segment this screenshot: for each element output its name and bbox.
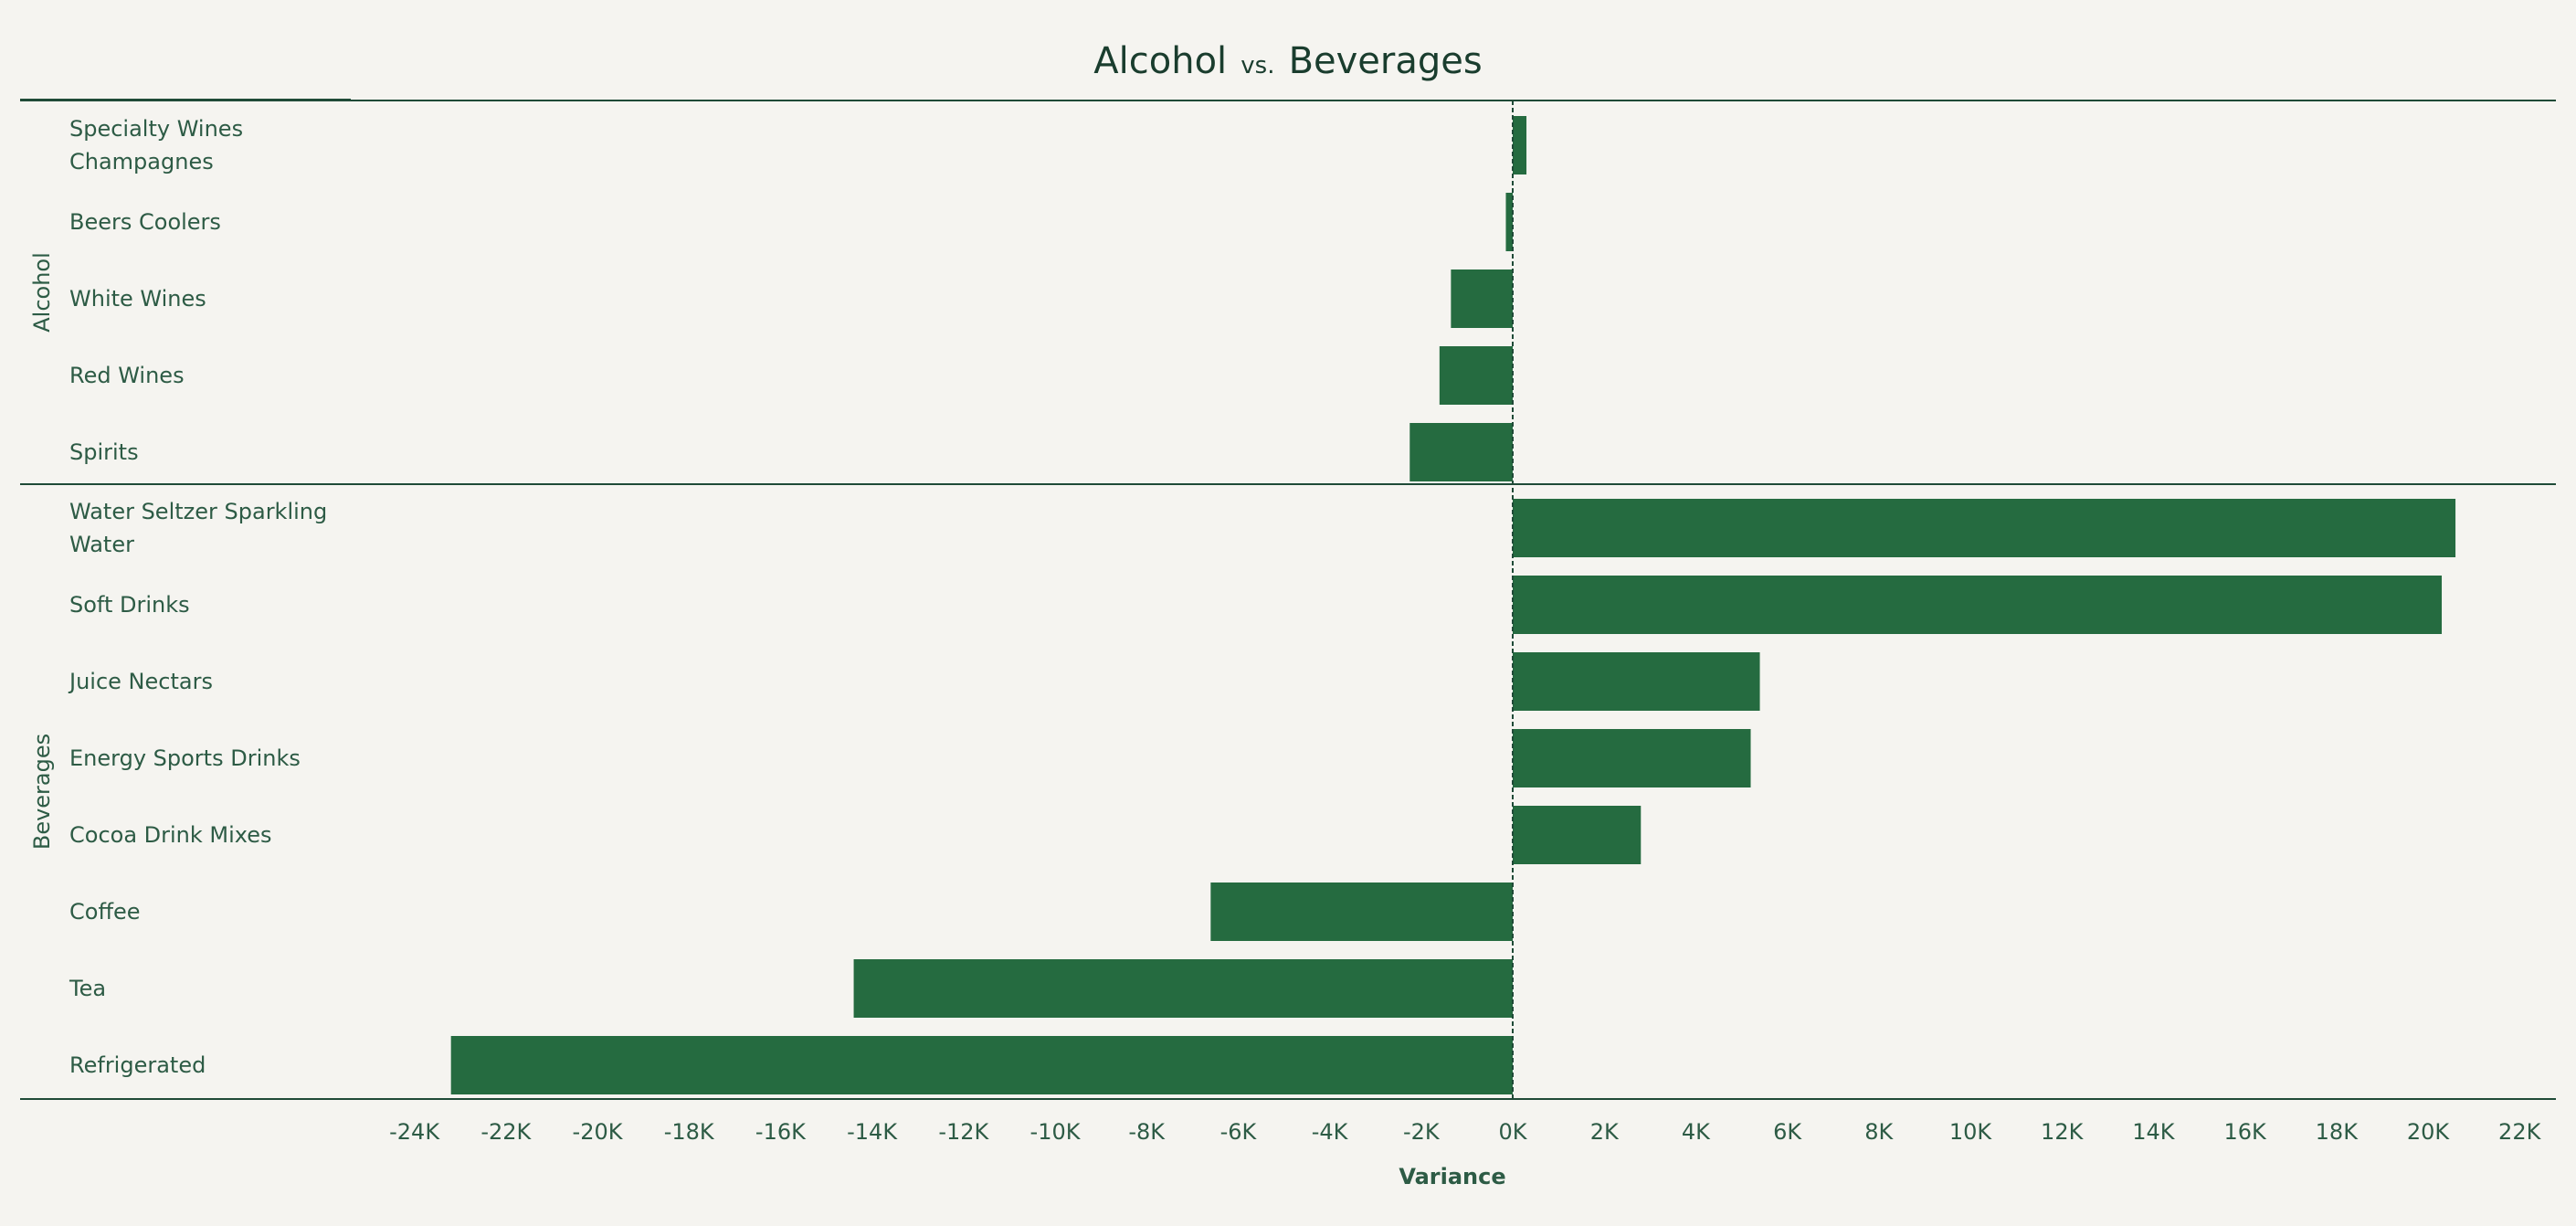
- x-tick-label: -2K: [1403, 1119, 1441, 1145]
- x-tick-label: -4K: [1312, 1119, 1349, 1145]
- x-tick-label: -14K: [847, 1119, 898, 1145]
- category-label: Soft Drinks: [69, 592, 190, 618]
- x-tick-label: 18K: [2316, 1119, 2360, 1145]
- x-tick-label: 14K: [2132, 1119, 2176, 1145]
- title-alcohol: Alcohol: [1093, 40, 1227, 82]
- x-tick-label: 22K: [2498, 1119, 2542, 1145]
- category-label: Specialty Wines Champagnes: [69, 116, 243, 174]
- category-label: Energy Sports Drinks: [69, 745, 301, 771]
- category-label: Coffee: [69, 899, 141, 925]
- bar-1-0: [1513, 499, 2456, 557]
- chart-title: Alcohol vs. Beverages: [1093, 40, 1482, 82]
- category-label-line: Water: [69, 532, 134, 557]
- x-tick-label: -10K: [1030, 1119, 1082, 1145]
- x-tick-label: 12K: [2041, 1119, 2085, 1145]
- x-tick-label: 8K: [1864, 1119, 1894, 1145]
- group-label-beverages: Beverages: [29, 734, 55, 850]
- category-label-line: Specialty Wines: [69, 116, 243, 142]
- category-label: White Wines: [69, 286, 206, 312]
- bar-1-2: [1513, 652, 1760, 711]
- category-label-line: Soft Drinks: [69, 592, 190, 618]
- category-label-line: Beers Coolers: [69, 209, 221, 235]
- x-tick-label: -18K: [664, 1119, 715, 1145]
- bar-0-1: [1505, 193, 1513, 251]
- bar-0-4: [1409, 423, 1513, 481]
- bar-0-0: [1513, 116, 1527, 174]
- plot-area: Specialty Wines Champagnes Beers Coolers Wh…: [20, 99, 2556, 1145]
- x-tick-label: 10K: [1949, 1119, 1993, 1145]
- x-tick-label: -20K: [573, 1119, 624, 1145]
- x-tick-label: -12K: [938, 1119, 989, 1145]
- x-tick-label: 6K: [1773, 1119, 1802, 1145]
- category-label: Tea: [69, 976, 106, 1001]
- category-label-line: Juice Nectars: [68, 669, 213, 694]
- category-label: Juice Nectars: [68, 669, 213, 694]
- x-tick-label: 20K: [2407, 1119, 2451, 1145]
- bar-1-3: [1513, 729, 1751, 787]
- bar-0-3: [1439, 346, 1513, 405]
- x-tick-label: -16K: [755, 1119, 807, 1145]
- x-tick-label: -6K: [1220, 1119, 1258, 1145]
- category-label-line: Champagnes: [69, 149, 214, 174]
- x-tick-label: -24K: [389, 1119, 440, 1145]
- group-label-alcohol: Alcohol: [29, 252, 55, 333]
- x-tick-label: 16K: [2223, 1119, 2267, 1145]
- category-label-line: White Wines: [69, 286, 206, 312]
- bar-1-6: [853, 959, 1513, 1018]
- category-label-line: Spirits: [69, 439, 139, 465]
- x-tick-label: -8K: [1128, 1119, 1166, 1145]
- x-axis-label: Variance: [1399, 1164, 1505, 1189]
- bar-1-7: [450, 1036, 1514, 1094]
- category-label-line: Cocoa Drink Mixes: [69, 822, 272, 848]
- category-label-line: Energy Sports Drinks: [69, 745, 301, 771]
- category-label-line: Refrigerated: [69, 1052, 206, 1078]
- category-label: Cocoa Drink Mixes: [69, 822, 272, 848]
- bar-1-4: [1513, 806, 1642, 864]
- title-vs: vs.: [1240, 52, 1274, 79]
- x-tick-label: 0K: [1498, 1119, 1527, 1145]
- category-label: Refrigerated: [69, 1052, 206, 1078]
- category-label-line: Coffee: [69, 899, 141, 925]
- bar-1-1: [1513, 576, 2443, 634]
- category-label-line: Water Seltzer Sparkling: [69, 499, 327, 524]
- category-label: Beers Coolers: [69, 209, 221, 235]
- category-label: Water Seltzer Sparkling Water: [69, 499, 327, 557]
- x-tick-label: 4K: [1682, 1119, 1711, 1145]
- bar-0-2: [1451, 270, 1513, 328]
- category-label-line: Tea: [69, 976, 106, 1001]
- title-beverages: Beverages: [1289, 40, 1483, 82]
- category-label-line: Red Wines: [69, 363, 185, 388]
- bar-1-5: [1210, 883, 1513, 941]
- x-tick-label: -22K: [480, 1119, 532, 1145]
- category-label: Spirits: [69, 439, 139, 465]
- category-label: Red Wines: [69, 363, 185, 388]
- x-tick-label: 2K: [1590, 1119, 1620, 1145]
